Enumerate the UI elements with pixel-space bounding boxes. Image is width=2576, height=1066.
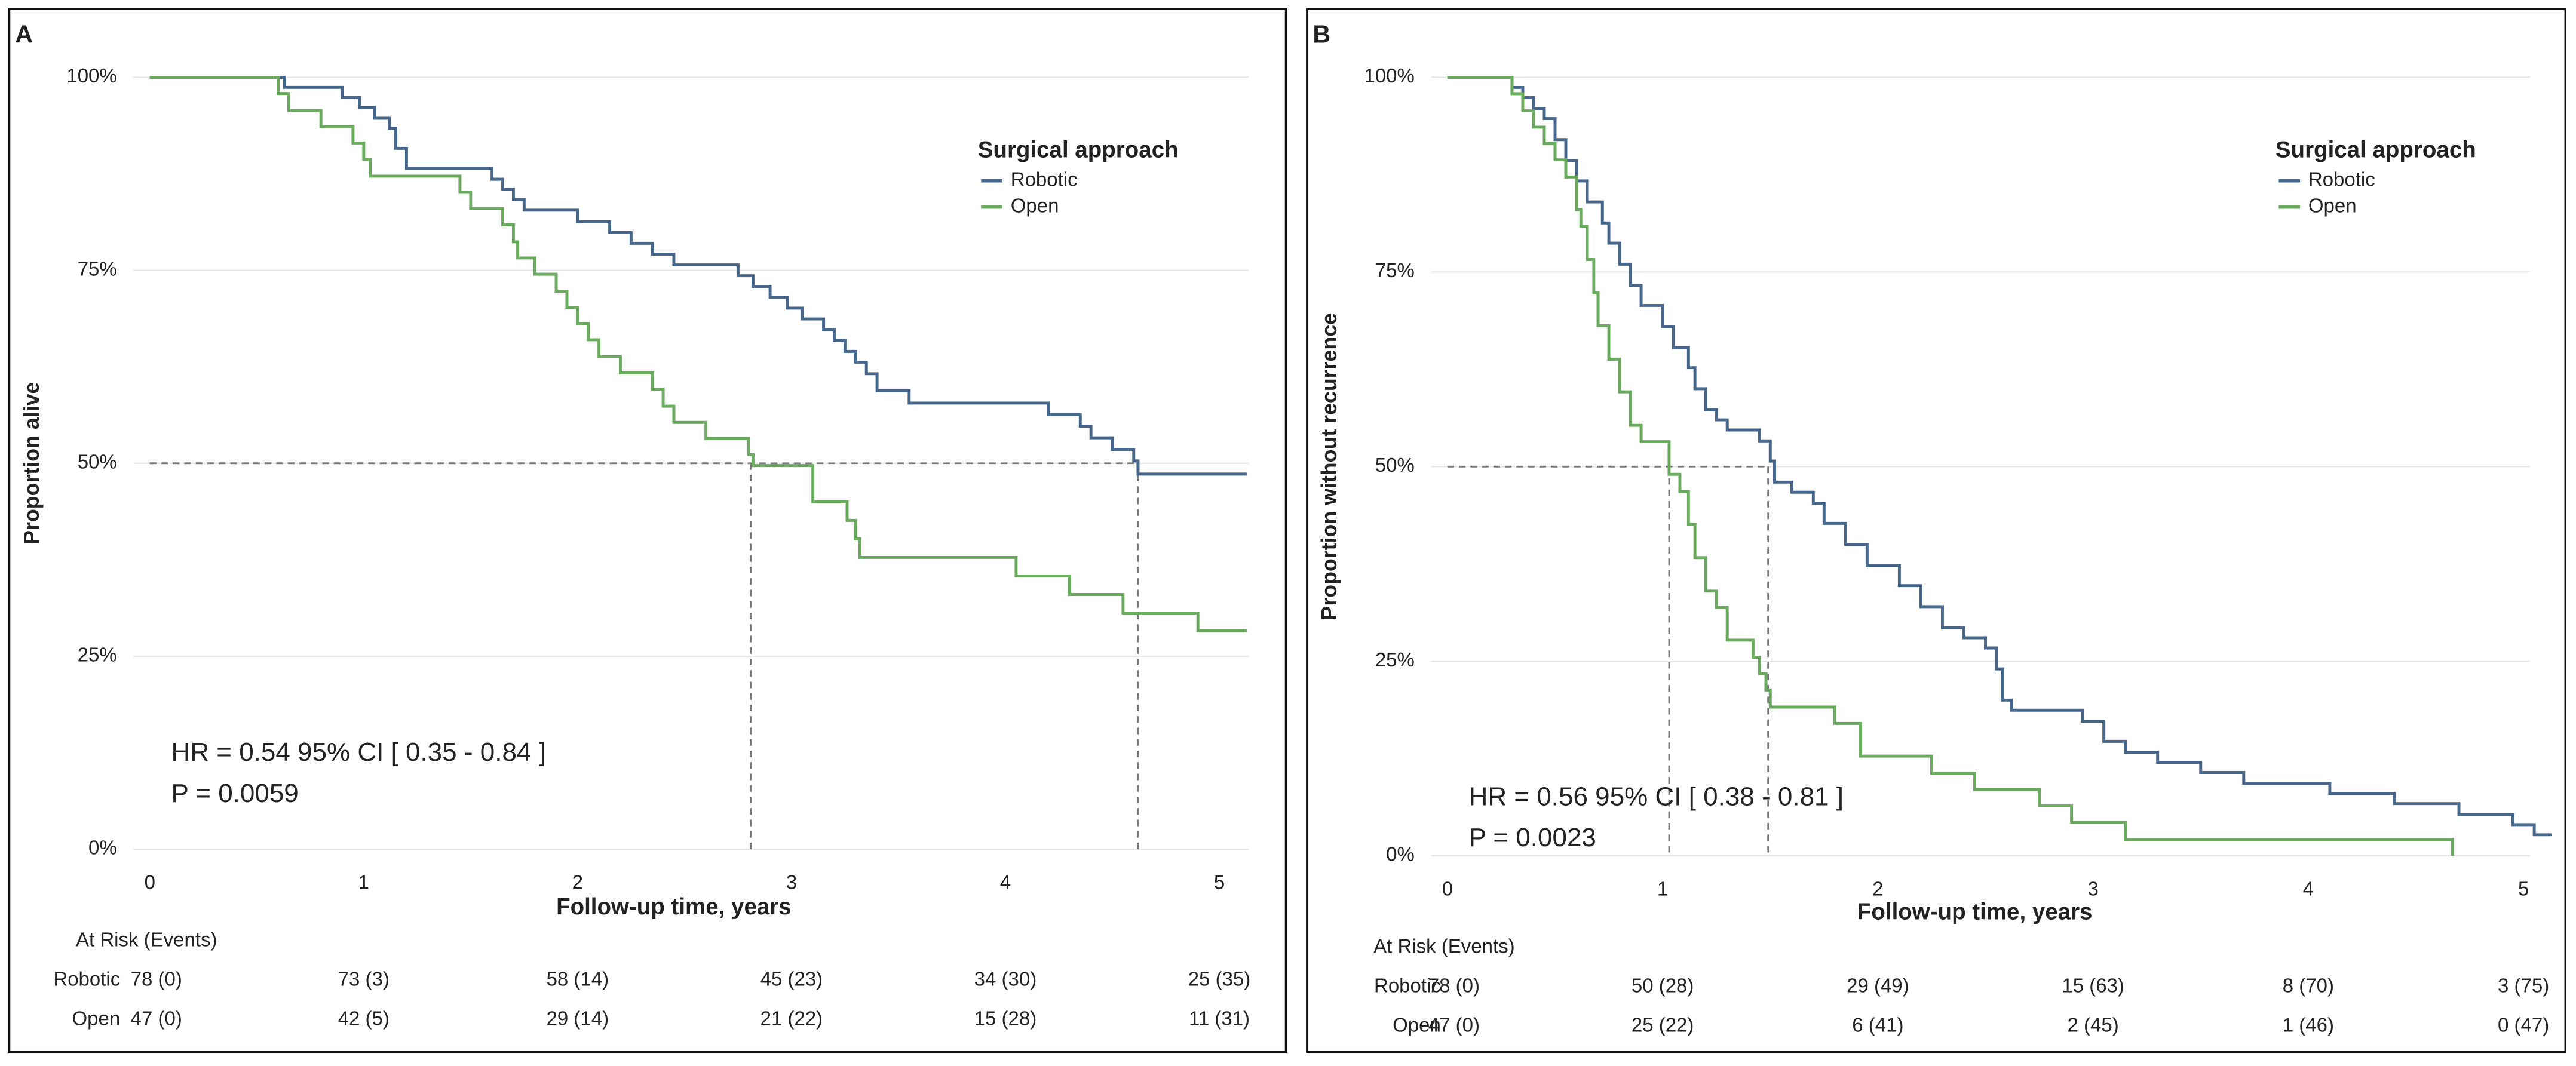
annotation: HR = 0.56 95% CI [ 0.38 - 0.81 ] [1469,782,1844,811]
risk-cell: 15 (63) [2062,975,2124,997]
x-tick-label: 4 [1000,871,1011,893]
legend-label: Robotic [1011,168,1078,190]
y-axis-label: Proportion alive [20,382,44,545]
risk-cell: 3 (75) [2498,975,2549,997]
risk-cell: 50 (28) [1632,975,1694,997]
panel-border [8,8,1287,1053]
legend-title: Surgical approach [978,137,1179,162]
y-tick-label: 100% [66,64,116,87]
y-tick-label: 50% [78,450,117,472]
risk-cell: 8 (70) [2283,975,2334,997]
legend-label: Robotic [2308,168,2375,190]
risk-row-label: Open [1393,1014,1441,1036]
y-tick-label: 0% [1386,843,1415,865]
panel-b: B 0% 25% 50% 75% 100% 0 1 2 3 4 5 Follow-up time, ye… [1306,8,2566,1053]
x-tick-label: 0 [145,871,155,893]
risk-cell: 78 (0) [131,968,182,990]
y-axis-label: Proportion without recurrence [1317,313,1341,620]
y-tick-label: 75% [78,257,117,279]
risk-cell: 25 (35) [1188,968,1251,990]
x-tick-label: 3 [2087,877,2098,899]
panel-a: A 0% 25% 50% 75% 100% 0 1 2 3 4 5 Follow-up time, ye… [8,8,1287,1053]
risk-cell: 2 (45) [2068,1014,2119,1036]
risk-cell: 29 (49) [1847,975,1909,997]
risk-cell: 6 (41) [1852,1014,1903,1036]
risk-cell: 11 (31) [1189,1007,1250,1030]
x-axis-label: Follow-up time, years [556,894,792,920]
survival-curve [149,76,1247,476]
x-tick-label: 0 [1442,877,1453,899]
x-tick-label: 2 [572,871,583,893]
risk-cell: 21 (22) [760,1007,823,1030]
x-tick-label: 5 [1214,871,1225,893]
risk-cell: 42 (5) [338,1007,390,1030]
survival-curve [1447,76,2454,856]
risk-row-label: Open [72,1007,121,1030]
risk-table-title: At Risk (Events) [76,929,217,951]
risk-cell: 34 (30) [974,968,1037,990]
risk-cell: 47 (0) [131,1007,182,1030]
risk-cell: 73 (3) [338,968,390,990]
risk-cell: 0 (47) [2498,1014,2549,1036]
risk-cell: 78 (0) [1428,975,1480,997]
panel-label: B [1312,21,1330,48]
legend-label: Open [1011,194,1059,216]
panel-border [1306,8,2566,1053]
y-tick-label: 0% [88,837,117,859]
x-tick-label: 5 [2518,877,2529,899]
legend-label: Open [2308,194,2357,216]
y-tick-label: 25% [1375,649,1415,671]
y-tick-label: 25% [78,644,117,666]
x-tick-label: 2 [1872,877,1883,899]
risk-row-label: Robotic [53,968,120,990]
risk-row-label: Robotic [1374,975,1441,997]
risk-cell: 58 (14) [547,968,609,990]
y-tick-label: 50% [1375,454,1415,476]
x-tick-label: 1 [358,871,369,893]
y-tick-label: 100% [1364,64,1414,87]
risk-table-title: At Risk (Events) [1373,935,1515,957]
annotation: P = 0.0023 [1469,823,1596,852]
annotation: P = 0.0059 [171,779,299,808]
risk-cell: 15 (28) [974,1007,1037,1030]
risk-cell: 47 (0) [1428,1014,1480,1036]
x-axis-label: Follow-up time, years [1857,899,2093,924]
survival-curve [1447,76,2552,837]
survival-curve [149,76,1247,632]
risk-cell: 45 (23) [760,968,823,990]
y-tick-label: 75% [1375,259,1415,281]
panel-label: A [15,21,33,48]
x-tick-label: 3 [786,871,797,893]
x-tick-label: 1 [1657,877,1668,899]
legend-title: Surgical approach [2276,137,2476,162]
risk-cell: 25 (22) [1632,1014,1694,1036]
risk-cell: 29 (14) [547,1007,609,1030]
annotation: HR = 0.54 95% CI [ 0.35 - 0.84 ] [171,738,546,767]
risk-cell: 1 (46) [2283,1014,2334,1036]
x-tick-label: 4 [2303,877,2314,899]
